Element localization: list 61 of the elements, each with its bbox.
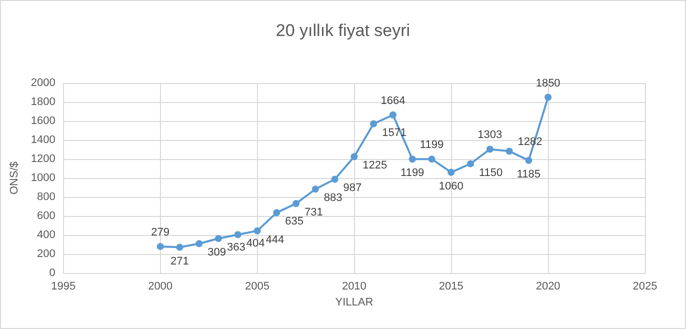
point xyxy=(331,176,338,183)
x-tick-label: 2020 xyxy=(536,280,560,292)
point xyxy=(448,168,455,176)
data-label: 1150 xyxy=(479,166,503,179)
x-tick-label: 2025 xyxy=(632,280,658,292)
point xyxy=(234,231,242,238)
data-label: 1199 xyxy=(420,139,444,152)
y-tick-label: 800 xyxy=(37,191,56,203)
point xyxy=(370,120,378,128)
point xyxy=(467,160,474,168)
y-tick-label: 200 xyxy=(37,248,56,260)
point xyxy=(273,209,280,216)
data-label: 1225 xyxy=(362,160,388,172)
y-tick-label: 600 xyxy=(37,210,56,222)
y-tick-label: 2000 xyxy=(30,77,56,89)
data-label: 1060 xyxy=(438,180,464,192)
data-label: 444 xyxy=(266,234,284,246)
data-label: 731 xyxy=(304,206,323,219)
chart-title: 20 yıllık fiyat seyri xyxy=(276,21,410,40)
point xyxy=(525,156,532,164)
data-label: 883 xyxy=(324,192,342,204)
data-label: 1199 xyxy=(400,167,424,180)
data-label: 635 xyxy=(285,216,304,228)
point xyxy=(156,242,164,250)
point xyxy=(408,156,416,163)
data-label: 987 xyxy=(343,182,362,194)
x-tick-label: 1995 xyxy=(51,280,76,292)
point xyxy=(176,244,184,251)
point xyxy=(292,200,300,208)
data-label: 279 xyxy=(151,226,170,238)
x-tick-label: 2005 xyxy=(245,280,270,292)
data-label: 271 xyxy=(170,255,189,268)
y-tick-label: 1000 xyxy=(30,172,56,184)
data-label: 404 xyxy=(246,238,265,250)
point xyxy=(506,148,513,155)
data-label: 1303 xyxy=(478,129,502,142)
point xyxy=(389,111,396,118)
data-label: 309 xyxy=(208,246,226,259)
point xyxy=(312,186,319,193)
point xyxy=(544,94,552,101)
y-tick-label: 1800 xyxy=(30,96,56,108)
x-axis-title: YILLAR xyxy=(335,296,374,308)
y-tick-label: 400 xyxy=(37,229,56,241)
y-tick-label: 1400 xyxy=(30,134,56,146)
data-label: 363 xyxy=(226,242,246,254)
x-tick-label: 2010 xyxy=(342,280,366,292)
point xyxy=(350,153,358,160)
data-label: 1185 xyxy=(516,168,540,180)
data-label: 1850 xyxy=(536,77,560,90)
x-tick-label: 2015 xyxy=(438,280,464,292)
x-tick-label: 2000 xyxy=(148,280,173,292)
y-tick-label: 1200 xyxy=(30,153,56,165)
point xyxy=(428,156,436,163)
y-tick-label: 1600 xyxy=(30,115,56,127)
data-label: 1664 xyxy=(380,94,406,107)
point xyxy=(254,227,261,234)
point xyxy=(214,235,222,242)
y-axis-title: ONS/$ xyxy=(8,161,20,195)
y-tick-label: 0 xyxy=(49,267,56,279)
point xyxy=(196,240,203,248)
point xyxy=(486,146,494,153)
